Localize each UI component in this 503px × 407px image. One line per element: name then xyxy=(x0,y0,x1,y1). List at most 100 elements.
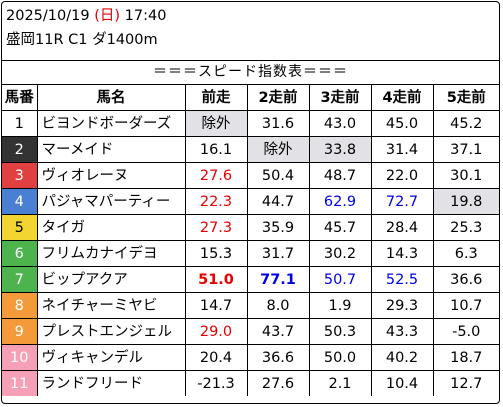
horse-number: 5 xyxy=(2,214,38,241)
horse-name: マーメイド xyxy=(36,136,186,163)
speed-index-cell: 22.0 xyxy=(370,162,434,189)
speed-index-cell: 43.0 xyxy=(308,110,372,137)
speed-index-cell: 50.0 xyxy=(308,344,372,371)
speed-index-cell: 48.7 xyxy=(308,162,372,189)
speed-index-cell: 50.4 xyxy=(246,162,310,189)
speed-index-cell: 27.6 xyxy=(184,162,248,189)
race-time: 17:40 xyxy=(124,8,167,24)
speed-index-cell: 10.4 xyxy=(370,370,434,396)
table-row: 1 ビヨンドボーダーズ 除外 31.6 43.0 45.0 45.2 xyxy=(2,110,499,137)
horse-name: ビップアクア xyxy=(36,266,186,293)
speed-index-cell: 2.1 xyxy=(308,370,372,396)
horse-number: 1 xyxy=(2,110,38,137)
horse-number: 8 xyxy=(2,292,38,319)
speed-index-cell: 51.0 xyxy=(184,266,248,293)
speed-index-cell: 36.6 xyxy=(246,344,310,371)
table-row: 4 パジャマパーティー 22.3 44.7 62.9 72.7 19.8 xyxy=(2,188,499,215)
speed-index-cell: 22.3 xyxy=(184,188,248,215)
horse-number: 9 xyxy=(2,318,38,345)
speed-index-cell: 43.7 xyxy=(246,318,310,345)
horse-number: 4 xyxy=(2,188,38,215)
speed-index-cell: 52.5 xyxy=(370,266,434,293)
horse-number: 11 xyxy=(2,370,38,396)
table-row: 11 ランドフリード -21.3 27.6 2.1 10.4 12.7 xyxy=(2,370,499,396)
horse-name: タイガ xyxy=(36,214,186,241)
race-info: 盛岡11R C1 ダ1400m xyxy=(6,32,158,48)
speed-index-cell: 36.6 xyxy=(432,266,499,293)
race-weekday-open: ( xyxy=(94,8,100,24)
table-row: 8 ネイチャーミヤビ 14.7 8.0 1.9 29.3 10.7 xyxy=(2,292,499,319)
speed-index-cell: 除外 xyxy=(184,110,248,137)
speed-index-cell: 31.6 xyxy=(246,110,310,137)
horse-name: ヴィオレーヌ xyxy=(36,162,186,189)
speed-index-cell: 6.3 xyxy=(432,240,499,267)
speed-index-cell: 44.7 xyxy=(246,188,310,215)
speed-index-cell: 18.7 xyxy=(432,344,499,371)
speed-index-cell: 10.7 xyxy=(432,292,499,319)
speed-index-cell: 62.9 xyxy=(308,188,372,215)
column-header-2back: 2走前 xyxy=(246,84,310,111)
speed-index-cell: 50.3 xyxy=(308,318,372,345)
speed-index-cell: 27.3 xyxy=(184,214,248,241)
horse-name: ビヨンドボーダーズ xyxy=(36,110,186,137)
race-date: 2025/10/19 xyxy=(6,8,90,24)
speed-index-cell: 8.0 xyxy=(246,292,310,319)
table-row: 9 プレストエンジェル 29.0 43.7 50.3 43.3 -5.0 xyxy=(2,318,499,345)
horse-number: 10 xyxy=(2,344,38,371)
table-row: 7 ビップアクア 51.0 77.1 50.7 52.5 36.6 xyxy=(2,266,499,293)
speed-index-cell: 77.1 xyxy=(246,266,310,293)
speed-index-cell: 37.1 xyxy=(432,136,499,163)
horse-name: フリムカナイデヨ xyxy=(36,240,186,267)
race-datetime: 2025/10/19 (日) 17:40 xyxy=(6,7,166,25)
speed-index-cell: 45.0 xyxy=(370,110,434,137)
column-header-last: 前走 xyxy=(184,84,248,111)
speed-index-table: 馬番 馬名 前走 2走前 3走前 4走前 5走前 1 ビヨンドボーダーズ 除外 31.… xyxy=(2,84,499,396)
speed-index-cell: 72.7 xyxy=(370,188,434,215)
speed-index-cell: 12.7 xyxy=(432,370,499,396)
speed-index-cell: 16.1 xyxy=(184,136,248,163)
table-row: 3 ヴィオレーヌ 27.6 50.4 48.7 22.0 30.1 xyxy=(2,162,499,189)
header-row: 馬番 馬名 前走 2走前 3走前 4走前 5走前 xyxy=(2,84,499,111)
speed-index-cell: 31.7 xyxy=(246,240,310,267)
speed-index-cell: -21.3 xyxy=(184,370,248,396)
speed-index-cell: 35.9 xyxy=(246,214,310,241)
speed-index-cell: 27.6 xyxy=(246,370,310,396)
speed-index-cell: 28.4 xyxy=(370,214,434,241)
speed-index-cell: -5.0 xyxy=(432,318,499,345)
horse-number: 7 xyxy=(2,266,38,293)
horse-number: 6 xyxy=(2,240,38,267)
table-row: 10 ヴィキャンデル 20.4 36.6 50.0 40.2 18.7 xyxy=(2,344,499,371)
speed-index-cell: 30.2 xyxy=(308,240,372,267)
horse-name: ヴィキャンデル xyxy=(36,344,186,371)
speed-index-cell: 40.2 xyxy=(370,344,434,371)
horse-name: パジャマパーティー xyxy=(36,188,186,215)
horse-number: 2 xyxy=(2,136,38,163)
column-header-5back: 5走前 xyxy=(432,84,499,111)
speed-index-cell: 20.4 xyxy=(184,344,248,371)
speed-index-cell: 50.7 xyxy=(308,266,372,293)
column-header-3back: 3走前 xyxy=(308,84,372,111)
speed-index-cell: 43.3 xyxy=(370,318,434,345)
speed-index-cell: 31.4 xyxy=(370,136,434,163)
speed-index-cell: 45.7 xyxy=(308,214,372,241)
race-weekday: 日 xyxy=(99,8,115,24)
speed-index-cell: 14.3 xyxy=(370,240,434,267)
table-row: 2 マーメイド 16.1 除外 33.8 31.4 37.1 xyxy=(2,136,499,163)
speed-index-cell: 33.8 xyxy=(308,136,372,163)
column-header-number: 馬番 xyxy=(2,84,38,111)
table-title: ＝＝＝スピード指数表＝＝＝ xyxy=(2,60,499,85)
speed-index-cell: 15.3 xyxy=(184,240,248,267)
column-header-4back: 4走前 xyxy=(370,84,434,111)
column-header-name: 馬名 xyxy=(36,84,186,111)
speed-index-cell: 29.3 xyxy=(370,292,434,319)
horse-name: プレストエンジェル xyxy=(36,318,186,345)
horse-number: 3 xyxy=(2,162,38,189)
speed-index-cell: 除外 xyxy=(246,136,310,163)
speed-index-cell: 45.2 xyxy=(432,110,499,137)
race-weekday-close: ) xyxy=(114,8,121,24)
speed-index-cell: 1.9 xyxy=(308,292,372,319)
speed-index-cell: 25.3 xyxy=(432,214,499,241)
table-row: 6 フリムカナイデヨ 15.3 31.7 30.2 14.3 6.3 xyxy=(2,240,499,267)
table-row: 5 タイガ 27.3 35.9 45.7 28.4 25.3 xyxy=(2,214,499,241)
